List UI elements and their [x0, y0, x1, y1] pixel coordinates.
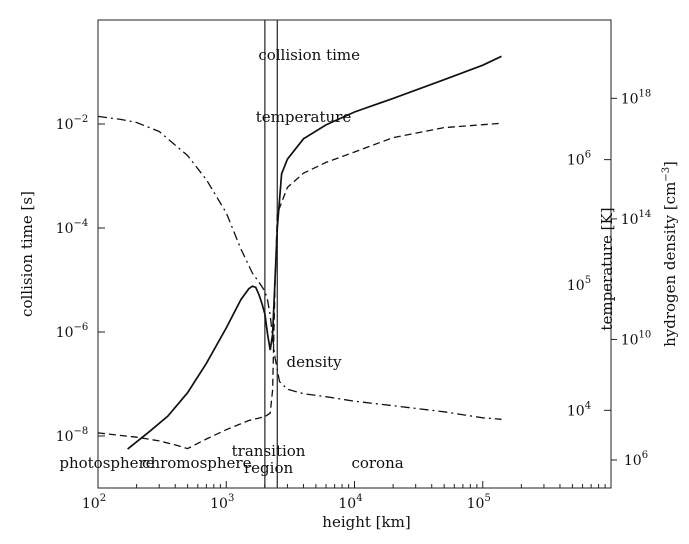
density-tick-label-3: 1018 [621, 88, 652, 107]
annotation-collision-time: collision time [258, 46, 360, 64]
plot-frame [97, 19, 612, 489]
temperature-tick-label-1: 105 [567, 275, 591, 294]
x-axis-label: height [km] [322, 513, 410, 531]
density-tick-label-0: 106 [624, 450, 648, 469]
x-tick-label-0: 102 [82, 493, 106, 512]
region-label-corona: corona [351, 454, 403, 472]
temperature-tick-label-2: 106 [567, 150, 591, 169]
x-tick-label-2: 104 [338, 493, 362, 512]
region-label-region: region [244, 459, 293, 477]
annotation-density: density [287, 353, 343, 371]
y-left-tick-label-0: 10−8 [56, 426, 89, 445]
region-label-transition: transition [232, 442, 306, 460]
series-collision-time-line [127, 55, 502, 450]
density-label-exponent: −3 [661, 167, 672, 182]
y-left-tick-label-2: 10−4 [56, 218, 89, 237]
region-label-photosphere: photosphere [59, 454, 154, 472]
y-left-tick-label-1: 10−6 [56, 322, 89, 341]
density-tick-label-1: 1010 [621, 329, 652, 348]
region-label-chromosphere: chromosphere [142, 454, 252, 472]
x-tick-label-1: 103 [210, 493, 234, 512]
annotation-temperature: temperature [256, 108, 352, 126]
series-temperature-line [97, 122, 502, 450]
y-axis-label-temperature: temperature [K] [598, 207, 616, 330]
y-left-tick-label-3: 10−2 [56, 114, 89, 133]
density-label-main: hydrogen density [cm [661, 182, 679, 347]
y-axis-label-collision-time: collision time [s] [18, 191, 36, 317]
temperature-tick-label-0: 104 [567, 400, 591, 419]
series-density-line [97, 115, 502, 420]
density-label-tail: ] [661, 161, 679, 167]
y-axis-label-hydrogen-density: hydrogen density [cm−3] [661, 161, 679, 347]
x-tick-label-3: 105 [467, 493, 491, 512]
density-tick-label-2: 1014 [621, 209, 652, 228]
